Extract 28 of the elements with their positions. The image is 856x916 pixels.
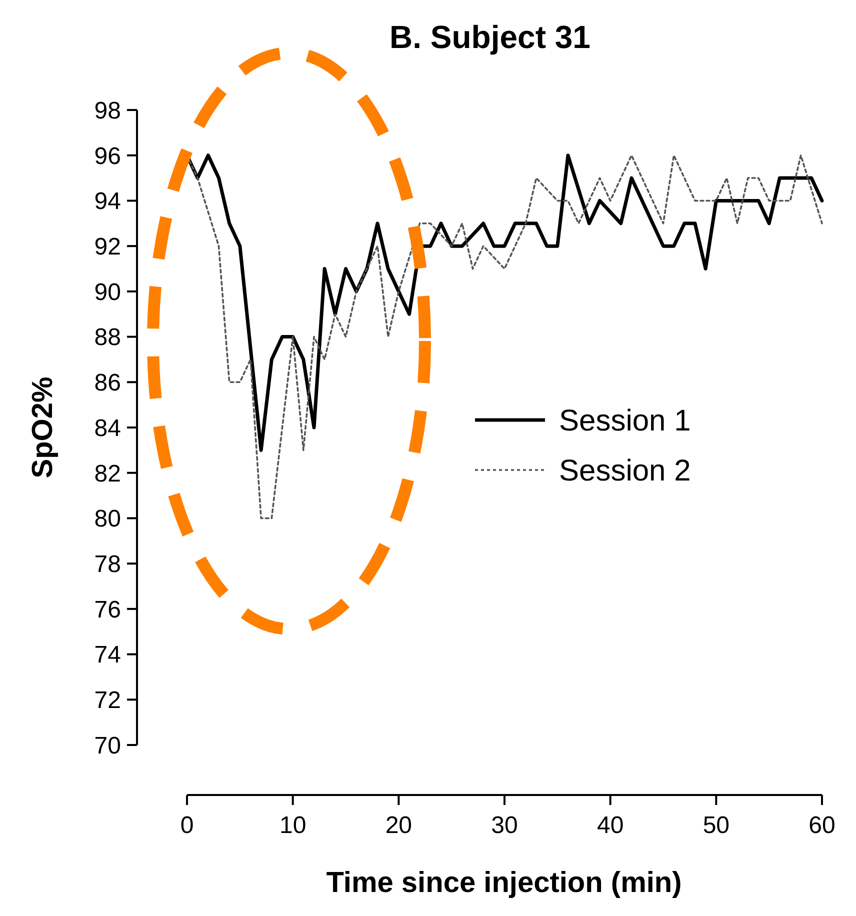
y-tick-label: 86 — [94, 370, 121, 397]
y-tick-label: 94 — [94, 188, 121, 216]
legend-label: Session 1 — [559, 404, 691, 438]
x-tick-label: 60 — [808, 812, 836, 839]
y-tick-label: 72 — [94, 687, 121, 714]
y-tick-label: 98 — [94, 97, 121, 124]
y-tick-label: 74 — [94, 642, 121, 669]
y-tick-label: 78 — [94, 550, 121, 578]
y-tick-label: 84 — [94, 414, 121, 442]
y-tick-label: 76 — [94, 596, 121, 624]
x-tick-label: 50 — [702, 812, 730, 839]
y-axis-title: SpO2% — [27, 376, 59, 478]
x-tick-label: 30 — [491, 812, 518, 839]
x-tick-label: 10 — [279, 812, 306, 839]
chart-title: B. Subject 31 — [390, 19, 590, 55]
line-series — [186, 154, 823, 520]
y-tick-label: 92 — [94, 233, 121, 260]
x-tick-label: 0 — [180, 812, 194, 839]
y-tick-label: 90 — [94, 278, 121, 306]
y-tick-label: 70 — [94, 732, 121, 760]
x-tick-label: 20 — [385, 812, 412, 839]
y-tick-label: 96 — [94, 142, 121, 170]
x-tick-label: 40 — [596, 812, 624, 839]
y-tick-label: 88 — [94, 324, 121, 352]
x-axis-title: Time since injection (min) — [326, 867, 682, 899]
y-tick-label: 82 — [94, 460, 121, 488]
legend-label: Session 2 — [559, 454, 691, 488]
y-tick-label: 80 — [94, 506, 121, 533]
